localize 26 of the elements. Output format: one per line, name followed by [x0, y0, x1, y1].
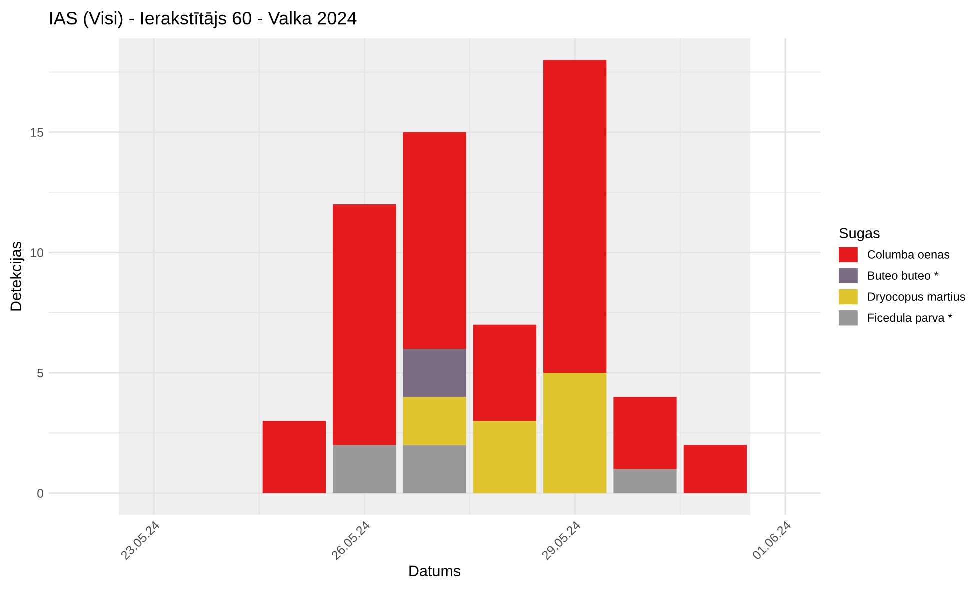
bar — [403, 132, 466, 349]
bar — [614, 469, 677, 494]
x-axis-title: Datums — [410, 566, 461, 577]
y-axis-title: Detekcijas — [10, 242, 25, 311]
bar — [473, 324, 537, 422]
bar — [544, 60, 607, 374]
y-tick-label: 0 — [38, 489, 44, 498]
bar — [403, 445, 466, 494]
legend-label: Columba oenas — [868, 250, 950, 259]
legend-label: Ficedula parva * — [868, 313, 952, 324]
bar — [614, 397, 677, 470]
bar — [544, 373, 607, 494]
y-tick-label: 5 — [38, 368, 44, 378]
legend-label: Buteo buteo * — [868, 271, 939, 280]
bar — [403, 397, 466, 446]
legend-title: Sugas — [840, 228, 880, 242]
chart-title: IAS (Visi) - Ierakstītājs 60 - Valka 2024 — [50, 12, 357, 28]
bar — [403, 348, 466, 398]
bar — [262, 421, 326, 494]
bar — [473, 421, 537, 494]
y-tick-label: 15 — [31, 128, 44, 137]
legend-label: Dryocopus martius — [868, 292, 966, 304]
bar — [333, 445, 396, 494]
y-tick-label: 10 — [31, 248, 44, 258]
bar — [333, 204, 396, 446]
bar — [684, 445, 748, 494]
